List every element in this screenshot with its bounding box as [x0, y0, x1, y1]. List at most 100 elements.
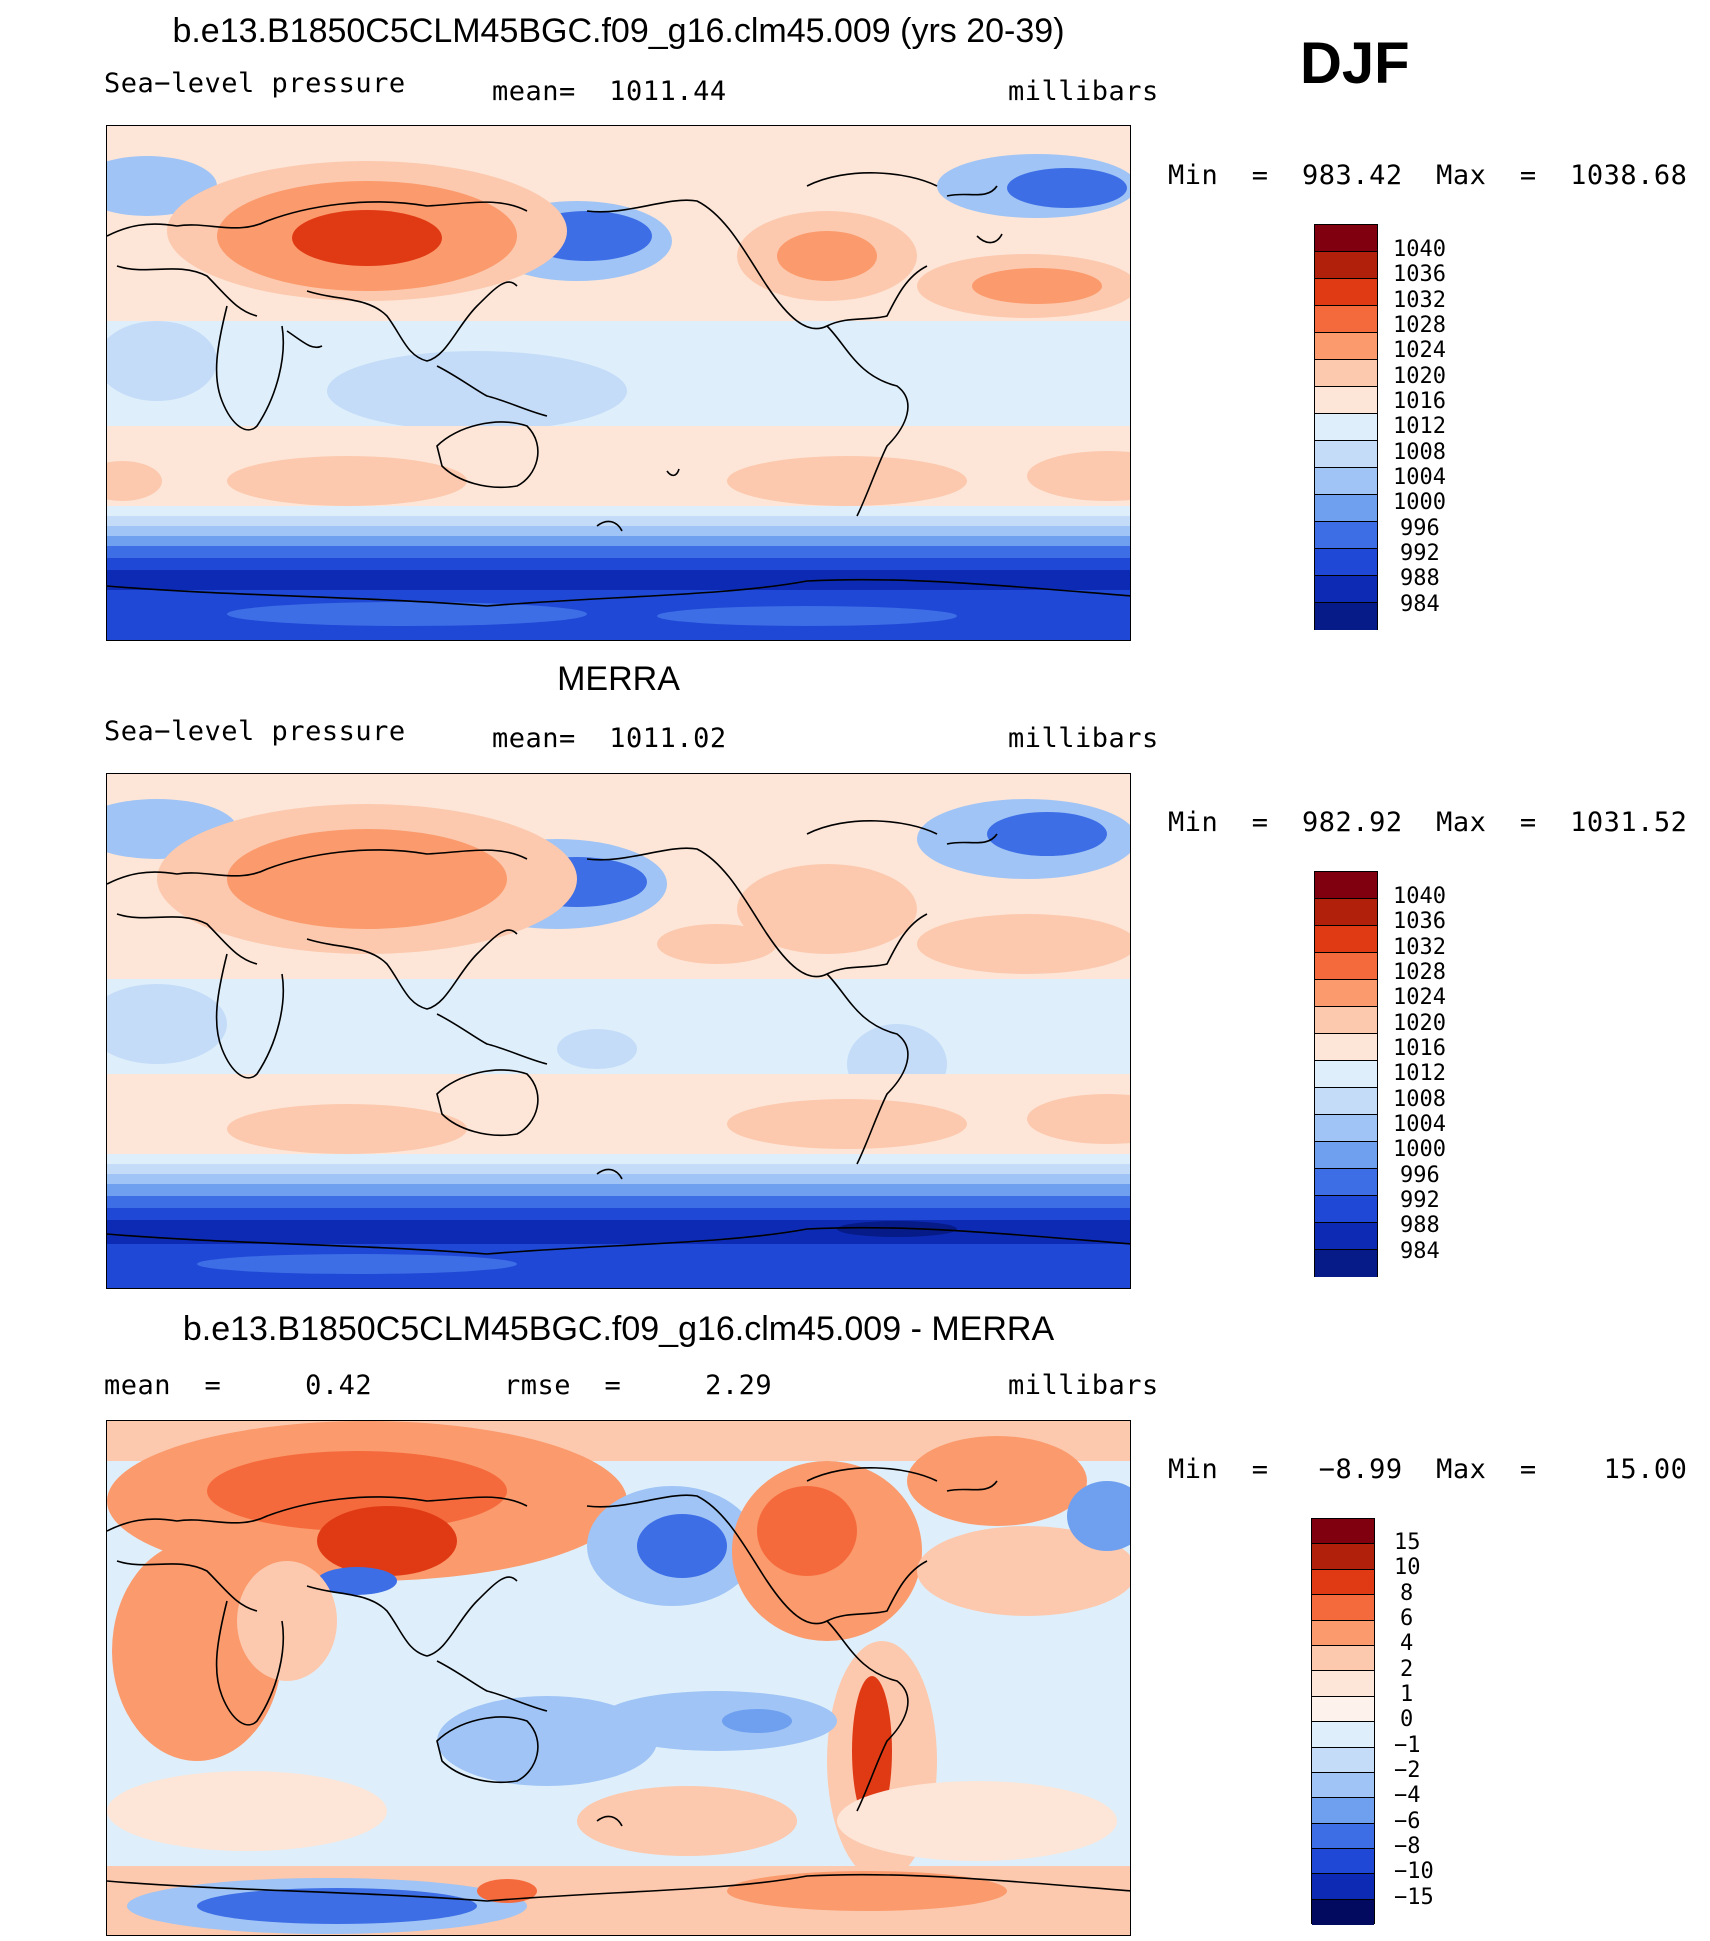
cbar-label: 996 — [1400, 1163, 1440, 1188]
cbar-label: 1008 — [1393, 440, 1446, 465]
cbar-swatch — [1315, 1250, 1377, 1277]
cbar-swatch — [1312, 1722, 1374, 1748]
cbar-label: 988 — [1400, 566, 1440, 591]
cbar-label: 1028 — [1393, 960, 1446, 985]
cbar-label: 1012 — [1393, 414, 1446, 439]
cbar-swatch — [1315, 953, 1377, 980]
panel-title: b.e13.B1850C5CLM45BGC.f09_g16.clm45.009 … — [182, 1310, 1055, 1348]
cbar-swatch — [1315, 522, 1377, 549]
variable-label: Sea−level pressure — [104, 716, 406, 747]
minmax-label: Min = 983.42 Max = 1038.68 — [1168, 160, 1688, 191]
cbar-label: 1036 — [1393, 262, 1446, 287]
cbar-swatch — [1315, 872, 1377, 899]
rmse-label: rmse = 2.29 — [504, 1370, 773, 1401]
variable-label: Sea−level pressure — [104, 68, 406, 99]
cbar-swatch — [1312, 1671, 1374, 1697]
cbar-label: 1032 — [1393, 288, 1446, 313]
cbar-swatch — [1315, 306, 1377, 333]
cbar-swatch — [1315, 899, 1377, 926]
cbar-swatch — [1312, 1620, 1374, 1646]
mean-label: mean = 0.42 — [104, 1370, 373, 1401]
minmax-label: Min = −8.99 Max = 15.00 — [1168, 1454, 1688, 1485]
cbar-swatch — [1315, 1169, 1377, 1196]
cbar-swatch — [1315, 252, 1377, 279]
cbar-label: 1036 — [1393, 909, 1446, 934]
slp-merra-map — [106, 773, 1131, 1289]
cbar-swatch — [1315, 360, 1377, 387]
cbar-label: 992 — [1400, 541, 1440, 566]
cbar-label: 1040 — [1393, 237, 1446, 262]
season-label: DJF — [1300, 31, 1410, 96]
cbar-label: −1 — [1394, 1733, 1421, 1758]
cbar-swatch — [1315, 468, 1377, 495]
cbar-label: 984 — [1400, 592, 1440, 617]
cbar-swatch — [1312, 1519, 1374, 1545]
cbar-label: 1000 — [1393, 1137, 1446, 1162]
cbar-swatch — [1312, 1696, 1374, 1723]
colorbar-panel2 — [1314, 871, 1378, 1277]
cbar-swatch — [1315, 495, 1377, 522]
cbar-swatch — [1315, 980, 1377, 1007]
cbar-label: 2 — [1400, 1657, 1414, 1682]
cbar-label: 1028 — [1393, 313, 1446, 338]
cbar-label: 4 — [1400, 1631, 1414, 1656]
mean-label: mean= 1011.44 — [492, 76, 727, 107]
cbar-swatch — [1315, 279, 1377, 306]
cbar-swatch — [1312, 1899, 1374, 1925]
cbar-label: −15 — [1394, 1885, 1434, 1910]
cbar-swatch — [1315, 549, 1377, 576]
mean-label: mean= 1011.02 — [492, 723, 727, 754]
colorbar-panel1 — [1314, 224, 1378, 630]
cbar-swatch — [1315, 1088, 1377, 1115]
units-label: millibars — [1008, 76, 1159, 107]
cbar-swatch — [1315, 1196, 1377, 1223]
cbar-swatch — [1315, 1142, 1377, 1169]
cbar-label: 10 — [1394, 1555, 1421, 1580]
cbar-label: 1012 — [1393, 1061, 1446, 1086]
cbar-swatch — [1312, 1772, 1374, 1799]
cbar-label: −2 — [1394, 1758, 1421, 1783]
cbar-label: 1024 — [1393, 985, 1446, 1010]
cbar-label: −10 — [1394, 1859, 1434, 1884]
cbar-label: 988 — [1400, 1213, 1440, 1238]
cbar-swatch — [1312, 1747, 1374, 1773]
cbar-label: 996 — [1400, 516, 1440, 541]
cbar-swatch — [1315, 1007, 1377, 1034]
cbar-swatch — [1315, 1061, 1377, 1088]
cbar-swatch — [1312, 1569, 1374, 1596]
cbar-label: 1040 — [1393, 884, 1446, 909]
cbar-swatch — [1312, 1823, 1374, 1850]
panel-title: b.e13.B1850C5CLM45BGC.f09_g16.clm45.009 … — [172, 12, 1065, 50]
cbar-label: 8 — [1400, 1581, 1414, 1606]
cbar-swatch — [1315, 1115, 1377, 1142]
cbar-swatch — [1312, 1874, 1374, 1900]
cbar-swatch — [1312, 1595, 1374, 1621]
cbar-swatch — [1315, 576, 1377, 603]
cbar-swatch — [1315, 603, 1377, 630]
cbar-swatch — [1315, 333, 1377, 360]
cbar-swatch — [1312, 1645, 1374, 1672]
cbar-label: 1004 — [1393, 465, 1446, 490]
cbar-label: 1004 — [1393, 1112, 1446, 1137]
cbar-swatch — [1315, 1223, 1377, 1250]
cbar-swatch — [1315, 926, 1377, 953]
cbar-label: −6 — [1394, 1809, 1421, 1834]
cbar-swatch — [1315, 414, 1377, 441]
cbar-label: 1016 — [1393, 389, 1446, 414]
cbar-swatch — [1315, 225, 1377, 252]
cbar-swatch — [1315, 387, 1377, 414]
slp-difference-map — [106, 1420, 1131, 1936]
cbar-label: −8 — [1394, 1834, 1421, 1859]
cbar-swatch — [1312, 1849, 1374, 1875]
cbar-label: 984 — [1400, 1239, 1440, 1264]
cbar-swatch — [1312, 1798, 1374, 1824]
cbar-label: 15 — [1394, 1530, 1421, 1555]
cbar-swatch — [1315, 1034, 1377, 1061]
cbar-swatch — [1312, 1544, 1374, 1570]
cbar-label: 1000 — [1393, 490, 1446, 515]
cbar-label: 0 — [1400, 1707, 1414, 1732]
units-label: millibars — [1008, 723, 1159, 754]
cbar-label: 1024 — [1393, 338, 1446, 363]
cbar-label: 1008 — [1393, 1087, 1446, 1112]
slp-model-map — [106, 125, 1131, 641]
